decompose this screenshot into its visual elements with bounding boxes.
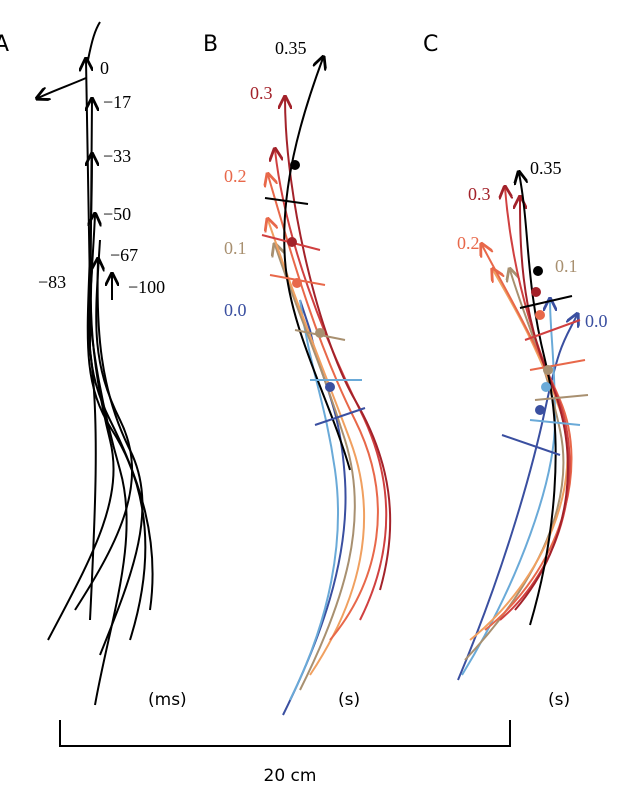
time-label: 0.0: [224, 300, 247, 320]
time-label: −100: [128, 277, 165, 297]
unit-label: (s): [548, 690, 570, 710]
time-label: −17: [103, 92, 131, 112]
panel-c-curves: [457, 173, 589, 681]
time-label: −50: [103, 204, 131, 224]
time-label: 0.35: [530, 158, 562, 178]
panel-letter: B: [203, 32, 218, 57]
time-label: −67: [110, 245, 138, 265]
time-label: −33: [103, 146, 131, 166]
unit-label: (s): [338, 690, 360, 710]
panel-b-curves: [261, 58, 392, 716]
unit-label: (ms): [148, 690, 187, 710]
time-label: −83: [38, 272, 66, 292]
time-label: 0.2: [457, 233, 480, 253]
time-label: 0.1: [555, 256, 578, 276]
time-label: 0.1: [224, 238, 247, 258]
scale-bar: [59, 720, 511, 747]
time-label: 0.3: [468, 184, 491, 204]
panel-letter: C: [423, 32, 438, 57]
time-label: 0.35: [275, 38, 307, 58]
panel-a-curves: [38, 21, 154, 706]
time-label: 0.3: [250, 83, 273, 103]
panel-letter: A: [0, 32, 9, 57]
time-label: 0.0: [585, 311, 608, 331]
scale-label: 20 cm: [264, 766, 317, 786]
time-label: 0.2: [224, 166, 247, 186]
time-label: 0: [100, 58, 109, 78]
